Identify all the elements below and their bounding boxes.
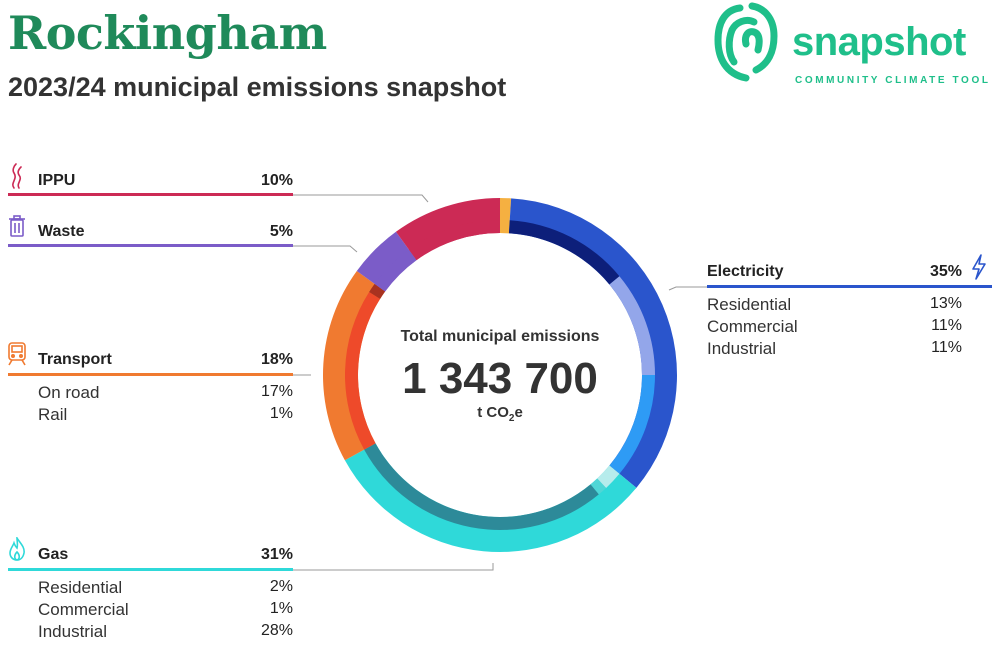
transport-rule: [8, 373, 293, 376]
donut-segment-ippu: [408, 220, 500, 261]
gas-sub-label: Residential: [38, 578, 123, 597]
gas-percent: 31%: [260, 546, 293, 563]
electricity-label: Electricity: [707, 263, 784, 280]
ippu-leader-line: [293, 194, 429, 203]
transport-sub-percent: 1%: [269, 405, 293, 422]
electricity-sub-label: Commercial: [707, 317, 798, 336]
unit-subscript: 2: [508, 413, 515, 424]
flame-icon: [8, 537, 26, 561]
unit-suffix: e: [514, 404, 523, 421]
train-icon: [7, 342, 27, 366]
electricity-percent: 35%: [929, 263, 962, 280]
donut-segment-electricity-industrial: [609, 375, 655, 474]
leader-lines: [293, 194, 707, 571]
logo-tagline: COMMUNITY CLIMATE TOOL: [795, 75, 991, 86]
transport-percent: 18%: [260, 351, 293, 368]
ippu-label: IPPU: [38, 172, 76, 189]
gas-rule: [8, 568, 293, 571]
transport-sub-percent: 17%: [260, 383, 293, 400]
lightning-icon: [970, 254, 988, 280]
electricity-sub-percent: 11%: [931, 339, 962, 356]
waste-rule: [8, 244, 293, 247]
unit-prefix: t CO: [477, 404, 509, 421]
donut-segment-gas: [344, 443, 637, 552]
donut-segment-other: [500, 220, 510, 234]
smoke-icon: [8, 163, 26, 189]
donut-segment-electricity-commercial: [609, 276, 655, 375]
donut-segment-gas-residential: [597, 465, 620, 488]
donut-segment-gas-industrial: [364, 443, 599, 530]
donut-segment-transport-rail: [369, 283, 386, 299]
waste-percent: 5%: [269, 223, 293, 240]
total-label: Total municipal emissions: [400, 328, 600, 345]
ippu-rule: [8, 193, 293, 196]
electricity-sub-label: Industrial: [707, 339, 776, 358]
logo-wordmark: snapshot: [792, 20, 966, 64]
total-value: 1 343 700: [402, 354, 598, 403]
ippu-percent: 10%: [260, 172, 293, 189]
transport-sub-label: On road: [38, 383, 100, 402]
bin-icon: [8, 215, 26, 237]
inner-ring: [344, 220, 655, 530]
page-title: Rockingham: [8, 6, 327, 60]
donut-segment-waste: [356, 231, 417, 292]
gas-label: Gas: [38, 546, 69, 563]
transport-label: Transport: [38, 351, 112, 368]
waste-leader-line: [293, 245, 358, 253]
electricity-leader-line: [668, 286, 707, 291]
gas-sub-percent: 28%: [260, 622, 293, 639]
donut-segment-waste: [374, 249, 417, 292]
electricity-sub-percent: 13%: [929, 295, 962, 312]
snapshot-logo-icon: [712, 0, 780, 86]
gas-sub-label: Commercial: [38, 600, 129, 619]
electricity-sub-label: Residential: [707, 295, 792, 314]
electricity-rule: [707, 285, 992, 288]
gas-leader-line: [293, 563, 494, 571]
donut-segment-electricity-residential: [508, 220, 620, 285]
electricity-sub-percent: 11%: [931, 317, 962, 334]
gas-sub-label: Industrial: [38, 622, 107, 641]
donut-segment-gas-commercial: [590, 478, 607, 495]
gas-sub-percent: 2%: [269, 578, 293, 595]
donut-segment-electricity: [508, 198, 678, 488]
gas-sub-percent: 1%: [269, 600, 293, 617]
transport-sub-label: Rail: [38, 405, 68, 424]
total-unit: t CO2e: [380, 404, 620, 424]
page-subtitle: 2023/24 municipal emissions snapshot: [8, 72, 507, 102]
waste-label: Waste: [38, 223, 85, 240]
donut-segment-transport-on-road: [344, 291, 381, 450]
